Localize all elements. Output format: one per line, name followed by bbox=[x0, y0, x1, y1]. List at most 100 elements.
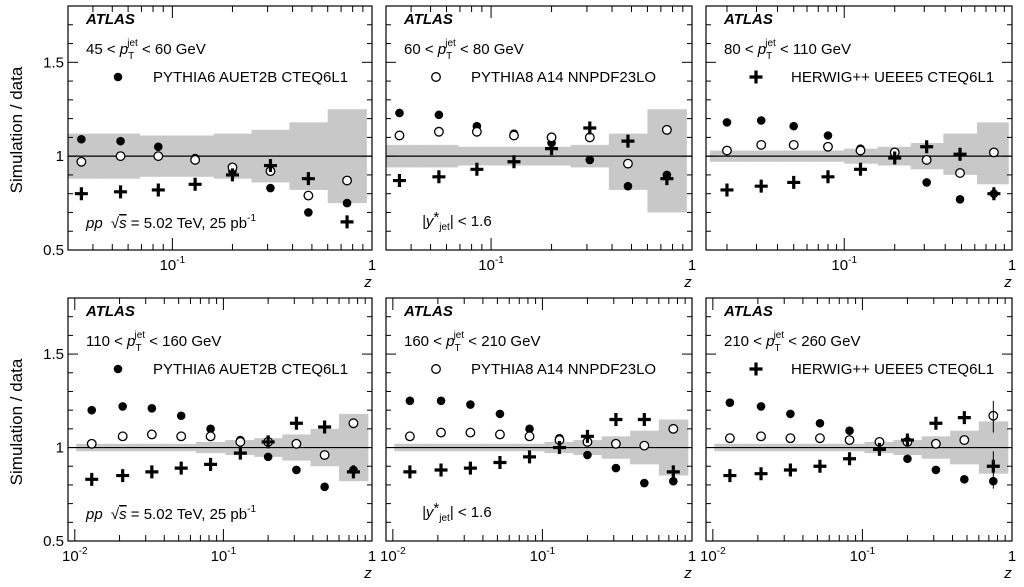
data-point-cross bbox=[552, 441, 566, 455]
data-point-open bbox=[724, 433, 735, 444]
atlas-label: ATLAS bbox=[85, 303, 135, 320]
data-point-filled bbox=[153, 142, 163, 152]
data-point-cross bbox=[723, 469, 737, 483]
data-point-filled bbox=[320, 482, 329, 492]
x-tick-label: 1 bbox=[368, 548, 376, 565]
data-point-cross bbox=[637, 413, 651, 426]
data-point-cross bbox=[888, 151, 902, 165]
panel-frame bbox=[385, 5, 693, 251]
data-point-open bbox=[205, 431, 216, 442]
data-point-cross bbox=[151, 183, 165, 197]
data-point-open bbox=[465, 427, 476, 438]
pt-range-label: 110 < pTjet < 160 GeV bbox=[86, 330, 221, 354]
pt-symbol: p bbox=[757, 41, 766, 58]
x-axis-label: z bbox=[363, 565, 372, 582]
data-point-filled bbox=[845, 426, 854, 436]
lumi-exponent: -1 bbox=[247, 213, 256, 224]
data-point-open bbox=[756, 431, 766, 442]
data-point-filled bbox=[118, 402, 127, 411]
lumi-exponent: -1 bbox=[247, 504, 256, 515]
x-tick-exponent: -1 bbox=[848, 255, 857, 266]
pt-range-label: 80 < pTjet < 110 GeV bbox=[724, 38, 851, 62]
data-point-cross bbox=[843, 452, 857, 466]
x-tick-label: 1 bbox=[1008, 257, 1016, 274]
chart-panel-2: 10-1 1z ATLAS 60 < pTjet < 80 GeV PYTHIA8 A1… bbox=[385, 5, 696, 291]
data-point-filled bbox=[640, 478, 649, 488]
x-tick-label: 10-2 bbox=[62, 546, 88, 565]
x-tick-base: 1 bbox=[688, 548, 696, 565]
pt-low: 110 < bbox=[86, 333, 127, 350]
x-axis-label: z bbox=[1003, 274, 1012, 291]
data-point-cross bbox=[813, 459, 827, 473]
rapidity-annotation: |y*jet| < 1.6 bbox=[422, 500, 492, 524]
data-point-cross bbox=[403, 465, 417, 479]
chart-panel-3: 10-1 1z ATLAS 80 < pTjet < 110 GeV HERWIG++ … bbox=[705, 5, 1016, 291]
pt-high: < 80 GeV bbox=[456, 41, 524, 58]
data-point-open bbox=[471, 126, 482, 137]
x-tick-exponent: -1 bbox=[227, 546, 236, 557]
data-point-filled bbox=[292, 465, 301, 475]
legend-label: HERWIG++ UEEE5 CTEQ6L1 bbox=[791, 361, 994, 378]
data-point-open bbox=[668, 423, 679, 434]
pt-high: < 260 GeV bbox=[784, 333, 860, 350]
data-point-filled bbox=[931, 465, 941, 475]
data-point-open bbox=[988, 147, 999, 158]
data-point-filled bbox=[725, 398, 735, 407]
data-point-filled bbox=[206, 424, 215, 434]
x-axis-label: z bbox=[683, 274, 692, 291]
atlas-label: ATLAS bbox=[85, 11, 135, 28]
x-axis-label: z bbox=[1003, 565, 1012, 582]
pt-high: < 160 GeV bbox=[145, 333, 221, 350]
data-point-cross bbox=[289, 416, 303, 430]
data-point-cross bbox=[74, 187, 88, 201]
legend-label: PYTHIA6 AUET2B CTEQ6L1 bbox=[153, 361, 348, 378]
rapidity-sub: jet bbox=[438, 222, 450, 233]
x-tick-label: 1 bbox=[688, 548, 696, 565]
panel-content bbox=[706, 116, 1012, 204]
rapidity-star: * bbox=[433, 209, 439, 226]
data-point-filled bbox=[583, 450, 592, 460]
data-point-cross bbox=[470, 162, 484, 176]
data-point-open bbox=[235, 436, 246, 447]
y-tick-label: 0.5 bbox=[43, 533, 64, 550]
data-point-filled bbox=[669, 476, 678, 486]
data-point-open bbox=[788, 139, 799, 150]
panel-frame bbox=[67, 297, 373, 542]
x-tick-base: 10 bbox=[530, 548, 547, 565]
x-tick-label: 10-1 bbox=[478, 255, 504, 274]
data-point-filled bbox=[116, 136, 125, 146]
data-point-cross bbox=[583, 121, 597, 135]
data-point-filled bbox=[495, 409, 505, 419]
data-point-open bbox=[319, 450, 330, 460]
panel-content bbox=[68, 109, 372, 229]
data-point-filled bbox=[176, 411, 186, 421]
data-point-filled bbox=[342, 198, 352, 208]
sqrt-s: s bbox=[119, 506, 127, 523]
rapidity-cut: | < 1.6 bbox=[450, 504, 492, 521]
panel-content bbox=[706, 398, 1012, 489]
legend-label: PYTHIA8 A14 NNPDF23LO bbox=[471, 69, 656, 86]
data-point-open bbox=[509, 130, 519, 141]
x-tick-base: 10 bbox=[160, 257, 177, 274]
data-point-open bbox=[546, 132, 557, 143]
data-point-open bbox=[86, 438, 97, 449]
data-point-cross bbox=[957, 411, 971, 425]
data-point-open bbox=[855, 145, 866, 156]
collision-annotation: pp √s = 5.02 TeV, 25 pb-1 bbox=[85, 504, 256, 523]
x-tick-label: 10-2 bbox=[380, 546, 406, 565]
pt-range-label: 45 < pTjet < 60 GeV bbox=[86, 38, 206, 62]
sqrt-sign: √ bbox=[107, 215, 120, 232]
x-tick-base: 10 bbox=[380, 548, 397, 565]
rapidity-cut: | < 1.6 bbox=[450, 213, 492, 230]
pt-low: 210 < bbox=[724, 333, 766, 350]
data-point-filled bbox=[786, 409, 795, 419]
panel-frame bbox=[67, 5, 373, 251]
pt-low: 160 < bbox=[404, 333, 446, 350]
data-point-cross bbox=[392, 174, 406, 188]
data-point-open bbox=[494, 429, 505, 440]
x-tick-exponent: -2 bbox=[717, 546, 726, 557]
data-point-cross bbox=[920, 140, 934, 154]
data-point-open bbox=[823, 141, 833, 152]
